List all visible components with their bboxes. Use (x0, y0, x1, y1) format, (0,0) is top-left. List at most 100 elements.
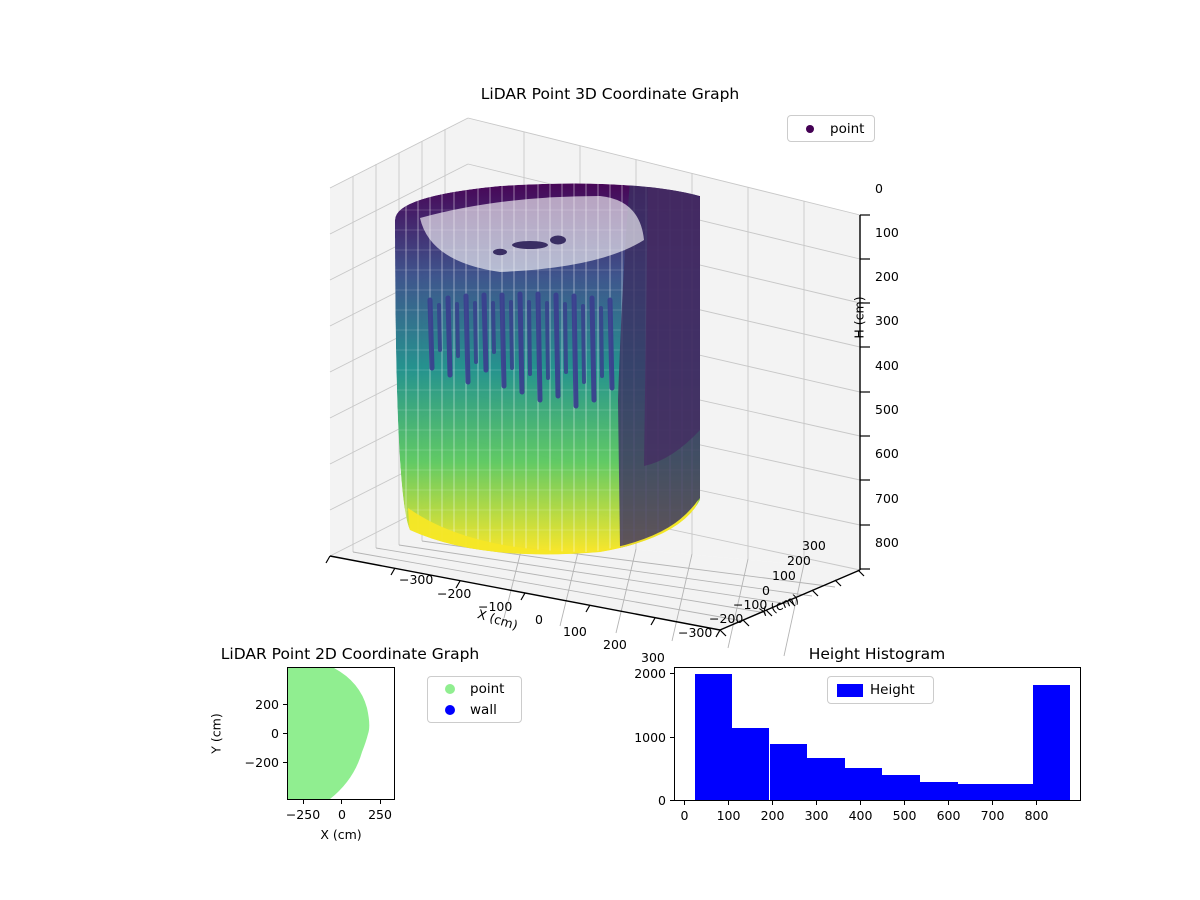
plot3d-zticks (860, 214, 870, 570)
hist-xtick-300: 300 (804, 808, 829, 823)
histogram-legend-item-height[interactable]: Height (828, 680, 933, 701)
hist-xtick-800: 800 (1024, 808, 1049, 823)
wall-marker-icon (437, 705, 463, 715)
hist-xtick-0: 0 (680, 808, 689, 823)
plot3d-xtick-5: 200 (603, 637, 627, 652)
plot2d-point-region (288, 668, 370, 799)
plot2d-ytick-0: 0 (271, 726, 279, 741)
plot2d-title: LiDAR Point 2D Coordinate Graph (220, 645, 480, 663)
plot3d-xtick-3: 0 (535, 612, 543, 627)
plot2d-legend[interactable]: point wall (427, 676, 522, 723)
hist-xtick-700: 700 (980, 808, 1005, 823)
plot3d-zlabel: H (cm) (851, 296, 867, 339)
plot2d-ytickmark-2 (283, 762, 287, 763)
plot3d-xtick-4: 100 (563, 624, 587, 639)
plot3d-ztick-4: 400 (875, 358, 899, 373)
hist-xtickmark-5 (904, 801, 905, 805)
plot3d-ytick-1: −200 (709, 611, 744, 626)
histogram-bar (920, 781, 958, 800)
hist-ytickmark-1 (670, 737, 674, 738)
plot3d-ytick-5: 200 (787, 553, 811, 568)
plot3d-ytick-4: 100 (772, 568, 796, 583)
plot3d-legend-item-point[interactable]: point (788, 118, 874, 139)
plot2d-xtick-0: 0 (338, 807, 346, 822)
plot3d-xtick-1: −200 (437, 586, 472, 601)
plot2d-legend-label-point: point (470, 681, 505, 697)
histogram-bar (732, 727, 770, 800)
plot3d-canvas (325, 117, 870, 657)
hist-xtickmark-1 (728, 801, 729, 805)
plot2d-ytick-neg200: −200 (244, 755, 279, 770)
hist-xtickmark-2 (772, 801, 773, 805)
hist-xtick-500: 500 (892, 808, 917, 823)
plot3d-ytick-3: 0 (762, 583, 770, 598)
plot3d-point-cloud (395, 183, 700, 555)
plot3d-ztick-0: 0 (875, 181, 883, 196)
hist-xtick-400: 400 (848, 808, 873, 823)
plot3d-xtick-0: −300 (399, 572, 434, 587)
hist-ytick-0: 0 (658, 793, 666, 808)
plot2d-xtick-250: 250 (368, 807, 392, 822)
hist-xtick-100: 100 (716, 808, 741, 823)
plot2d-xtickmark-0 (303, 800, 304, 804)
plot2d-ytickmark-0 (283, 704, 287, 705)
histogram-axes[interactable] (674, 667, 1081, 801)
plot3d-ztick-5: 500 (875, 402, 899, 417)
plot2d-ytick-200: 200 (255, 697, 279, 712)
hist-xtick-200: 200 (760, 808, 785, 823)
plot3d-legend[interactable]: point (787, 115, 875, 142)
point-marker-icon (437, 684, 463, 694)
plot3d-ztick-8: 800 (875, 535, 899, 550)
histogram-bar (807, 757, 845, 800)
plot3d-xticks (325, 555, 721, 638)
histogram-bar (882, 774, 921, 800)
hist-ytick-2000: 2000 (634, 666, 666, 681)
hist-xtickmark-6 (948, 801, 949, 805)
plot3d-ztick-3: 300 (875, 313, 899, 328)
point-marker-icon (797, 124, 823, 133)
plot3d-ztick-6: 600 (875, 446, 899, 461)
plot2d-xtickmark-2 (380, 800, 381, 804)
hist-xtickmark-8 (1036, 801, 1037, 805)
plot3d-axes[interactable] (300, 100, 920, 660)
plot3d-title: LiDAR Point 3D Coordinate Graph (480, 85, 740, 103)
plot2d-axes[interactable] (287, 667, 395, 800)
plot3d-yticks (719, 569, 865, 637)
plot3d-xtick-6: 300 (641, 650, 665, 665)
plot2d-ytickmark-1 (283, 733, 287, 734)
plot3d-ytick-2: −100 (733, 597, 768, 612)
height-patch-icon (837, 683, 863, 697)
plot3d-legend-label-point: point (830, 120, 865, 137)
hist-xtickmark-7 (992, 801, 993, 805)
hist-xtick-600: 600 (936, 808, 961, 823)
histogram-bar (995, 784, 1033, 800)
histogram-bar (769, 743, 808, 800)
plot2d-xlabel: X (cm) (320, 827, 362, 842)
plot2d-legend-label-wall: wall (470, 702, 497, 718)
plot2d-xtick-neg250: −250 (285, 807, 321, 822)
hist-ytickmark-0 (670, 800, 674, 801)
plot3d-ytick-6: 300 (802, 538, 826, 553)
plot2d-xtickmark-1 (341, 800, 342, 804)
hist-xtickmark-4 (860, 801, 861, 805)
plot3d-ztick-1: 100 (875, 225, 899, 240)
histogram-legend[interactable]: Height (827, 676, 934, 704)
plot3d-ztick-2: 200 (875, 269, 899, 284)
histogram-bar (844, 768, 883, 800)
histogram-bar (957, 784, 996, 800)
histogram-bar (1032, 684, 1071, 800)
histogram-legend-label-height: Height (870, 682, 915, 698)
hist-ytickmark-2 (670, 673, 674, 674)
plot3d-ytick-0: −300 (678, 625, 713, 640)
hist-xtickmark-0 (684, 801, 685, 805)
histogram-title: Height Histogram (808, 645, 946, 663)
hist-xtickmark-3 (816, 801, 817, 805)
hist-ytick-1000: 1000 (634, 730, 666, 745)
plot3d-xtick-2: −100 (478, 599, 513, 614)
plot2d-legend-item-point[interactable]: point (428, 679, 521, 700)
plot2d-ylabel: Y (cm) (208, 713, 224, 754)
plot2d-legend-item-wall[interactable]: wall (428, 700, 521, 721)
histogram-bar (694, 673, 733, 800)
plot3d-ztick-7: 700 (875, 491, 899, 506)
